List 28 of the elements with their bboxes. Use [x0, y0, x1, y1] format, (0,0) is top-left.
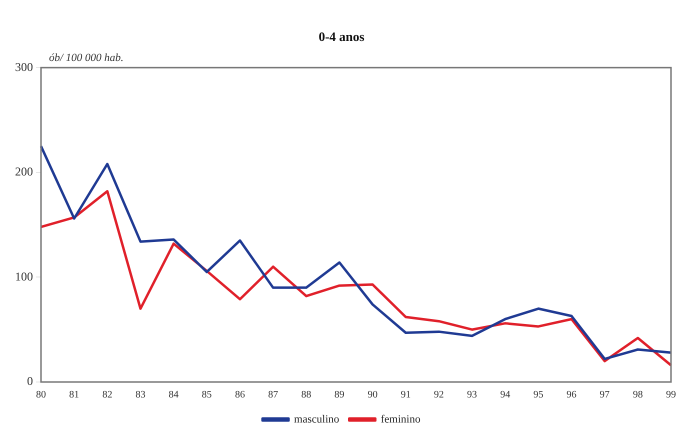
- y-tick-label: 100: [15, 269, 33, 284]
- x-tick-label: 87: [268, 390, 278, 401]
- x-tick-label: 96: [566, 390, 577, 401]
- x-tick-label: 93: [467, 390, 478, 401]
- x-tick-label: 83: [135, 390, 146, 401]
- x-tick-label: 85: [202, 390, 212, 401]
- x-tick-label: 81: [69, 390, 80, 401]
- x-tick-label: 95: [533, 390, 544, 401]
- chart-title: 0-4 anos: [318, 29, 364, 44]
- x-tick-label: 80: [36, 390, 46, 401]
- x-tick-label: 82: [102, 390, 112, 401]
- x-tick-label: 91: [400, 390, 411, 401]
- legend-label: feminino: [380, 413, 421, 426]
- y-tick-label: 200: [15, 164, 33, 179]
- x-tick-label: 98: [632, 390, 643, 401]
- legend-label: masculino: [294, 413, 340, 426]
- x-tick-label: 90: [368, 390, 378, 401]
- x-tick-label: 92: [434, 390, 444, 401]
- x-tick-label: 94: [500, 390, 510, 401]
- x-tick-label: 99: [666, 390, 676, 401]
- y-tick-label: 300: [15, 60, 33, 74]
- y-tick-label: 0: [27, 374, 33, 388]
- x-tick-label: 88: [301, 390, 312, 401]
- x-tick-label: 86: [234, 390, 245, 401]
- x-tick-label: 84: [168, 390, 179, 401]
- y-axis-title: ób/ 100 000 hab.: [49, 52, 124, 64]
- x-tick-label: 89: [334, 390, 344, 401]
- x-tick-label: 97: [600, 390, 610, 401]
